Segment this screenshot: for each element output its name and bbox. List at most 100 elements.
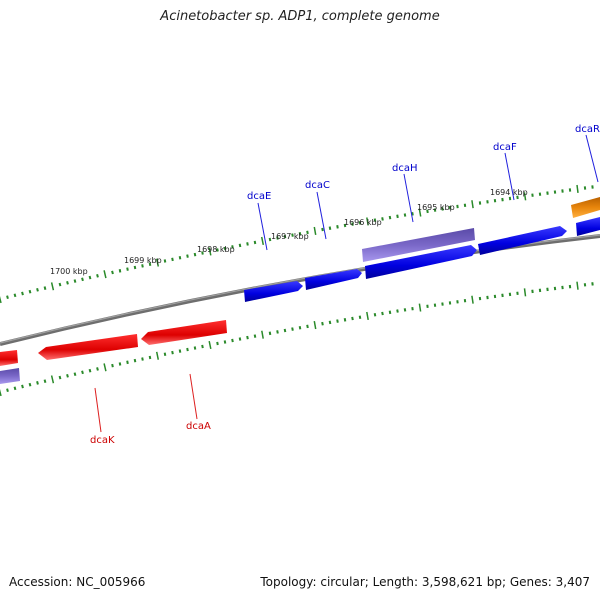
gene-label-dcaA[interactable]: dcaA bbox=[186, 421, 211, 432]
ruler-label-1694: 1694 kbp bbox=[490, 188, 528, 197]
minor-tick bbox=[403, 308, 407, 312]
major-tick bbox=[208, 247, 212, 256]
major-tick bbox=[261, 330, 264, 339]
minor-tick bbox=[358, 315, 362, 319]
major-tick bbox=[313, 226, 317, 236]
minor-tick bbox=[171, 350, 174, 355]
major-tick bbox=[103, 270, 107, 279]
ruler-label-1698: 1698 kbp bbox=[197, 245, 235, 254]
minor-tick bbox=[28, 382, 32, 387]
major-tick bbox=[366, 217, 369, 226]
gene-label-dcaE[interactable]: dcaE bbox=[247, 191, 271, 202]
gene-arrow-dcaC[interactable] bbox=[305, 269, 362, 290]
gene-label-dcaF[interactable]: dcaF bbox=[493, 142, 517, 153]
minor-tick bbox=[411, 212, 414, 216]
gene-label-dcaR[interactable]: dcaR bbox=[575, 124, 600, 135]
minor-tick bbox=[21, 384, 24, 389]
minor-tick bbox=[403, 213, 407, 217]
major-tick bbox=[208, 340, 212, 350]
major-tick bbox=[523, 192, 527, 201]
accession-text: Accession: NC_005966 bbox=[9, 575, 146, 589]
major-tick bbox=[50, 282, 55, 291]
minor-tick bbox=[306, 230, 309, 235]
minor-tick bbox=[306, 324, 309, 329]
minor-tick bbox=[373, 313, 377, 317]
minor-tick bbox=[36, 381, 39, 385]
gene-arrow-blue-4[interactable] bbox=[478, 226, 567, 255]
gene-arrow-dcaH[interactable] bbox=[362, 228, 475, 262]
minor-tick bbox=[231, 338, 234, 343]
major-tick bbox=[155, 258, 160, 267]
gene-arrow-dcaE[interactable] bbox=[244, 281, 303, 302]
minor-tick bbox=[231, 245, 234, 249]
minor-tick bbox=[66, 280, 69, 285]
major-tick bbox=[0, 295, 2, 304]
minor-tick bbox=[223, 246, 227, 251]
minor-tick bbox=[291, 233, 294, 237]
ruler-label-1697: 1697 kbp bbox=[271, 232, 309, 241]
minor-tick bbox=[13, 293, 17, 298]
major-tick bbox=[366, 311, 369, 321]
minor-tick bbox=[178, 256, 182, 260]
minor-tick bbox=[13, 386, 17, 391]
gene-label-dcaK[interactable]: dcaK bbox=[90, 435, 115, 446]
minor-tick bbox=[28, 289, 32, 294]
minor-tick bbox=[81, 370, 84, 375]
gene-label-dcaC[interactable]: dcaC bbox=[305, 180, 330, 191]
major-tick bbox=[418, 303, 422, 312]
minor-tick bbox=[328, 320, 332, 325]
minor-tick bbox=[148, 262, 152, 266]
minor-tick bbox=[6, 295, 9, 299]
gene-arrow-blue-3[interactable] bbox=[365, 245, 477, 279]
minor-tick bbox=[73, 372, 77, 376]
ruler-label-1695: 1695 kbp bbox=[417, 203, 455, 212]
ruler-label-1699: 1699 kbp bbox=[124, 256, 162, 265]
minor-tick bbox=[148, 355, 152, 360]
minor-tick bbox=[81, 277, 84, 282]
minor-tick bbox=[186, 254, 189, 258]
gene-arrow-dcaR[interactable] bbox=[571, 197, 600, 218]
minor-tick bbox=[216, 248, 219, 252]
minor-tick bbox=[43, 379, 47, 383]
minor-tick bbox=[171, 257, 174, 262]
minor-tick bbox=[238, 243, 242, 248]
minor-tick bbox=[66, 374, 69, 378]
minor-tick bbox=[163, 352, 167, 356]
minor-tick bbox=[336, 225, 339, 229]
minor-tick bbox=[141, 357, 144, 361]
gene-arrow-dcaA[interactable] bbox=[141, 320, 227, 345]
minor-tick bbox=[396, 214, 399, 219]
major-tick bbox=[523, 288, 527, 297]
ruler-label-1696: 1696 kbp bbox=[344, 218, 382, 227]
gene-label-dcaH[interactable]: dcaH bbox=[392, 163, 418, 174]
gene-arrow-dcaF[interactable] bbox=[576, 217, 600, 236]
inner-tick-row bbox=[0, 281, 594, 397]
minor-tick bbox=[178, 349, 182, 353]
minor-tick bbox=[6, 388, 9, 392]
minor-tick bbox=[448, 205, 452, 210]
minor-tick bbox=[118, 362, 122, 366]
leader-dcaF bbox=[504, 152, 515, 201]
gene-arrow-purple-left[interactable] bbox=[0, 368, 20, 384]
minor-tick bbox=[373, 218, 377, 222]
gene-arrow-red-left[interactable] bbox=[0, 350, 18, 366]
minor-tick bbox=[216, 341, 219, 346]
minor-tick bbox=[246, 242, 249, 246]
major-tick bbox=[471, 200, 474, 209]
gene-arrow-dcaK[interactable] bbox=[38, 334, 138, 360]
major-tick bbox=[576, 184, 579, 193]
minor-tick bbox=[88, 368, 92, 373]
minor-tick bbox=[253, 334, 257, 338]
minor-tick bbox=[328, 226, 332, 230]
leader-dcaA bbox=[189, 373, 198, 420]
major-tick bbox=[471, 295, 474, 304]
minor-tick bbox=[201, 344, 204, 349]
outer-tick-row bbox=[0, 184, 594, 304]
minor-tick bbox=[381, 217, 384, 221]
minor-tick bbox=[291, 327, 294, 331]
minor-tick bbox=[193, 252, 197, 257]
minor-tick bbox=[426, 209, 429, 214]
minor-tick bbox=[268, 237, 272, 242]
major-tick bbox=[0, 388, 2, 397]
